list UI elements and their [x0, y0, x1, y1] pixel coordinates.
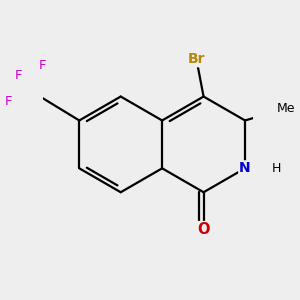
- Text: F: F: [39, 59, 46, 72]
- Text: O: O: [197, 222, 210, 237]
- Text: N: N: [239, 161, 251, 175]
- Text: H: H: [272, 162, 281, 175]
- Text: F: F: [5, 95, 13, 108]
- Text: F: F: [15, 68, 22, 82]
- Text: Me: Me: [277, 102, 295, 115]
- Text: Br: Br: [188, 52, 205, 66]
